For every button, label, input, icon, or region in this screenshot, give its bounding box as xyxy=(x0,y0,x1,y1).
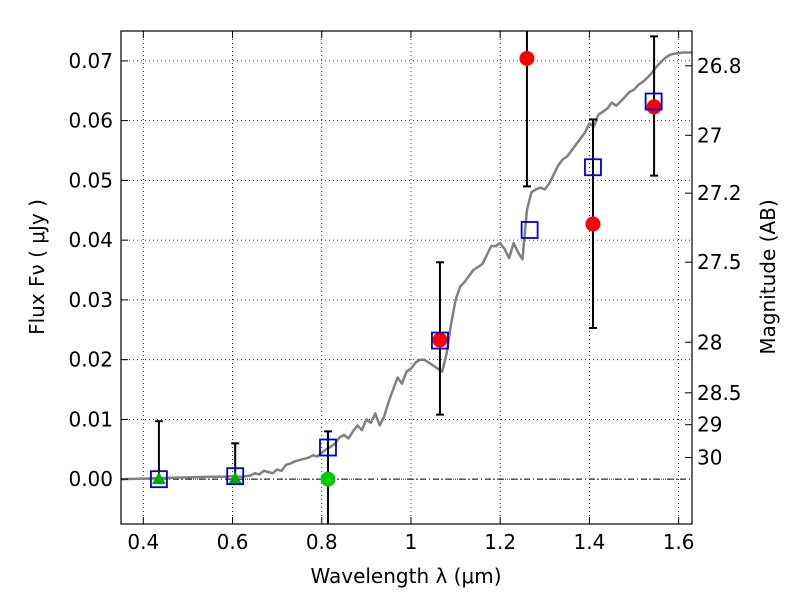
observed-circle-marker xyxy=(646,99,662,115)
mag-tick-label: 26.8 xyxy=(697,54,742,78)
observed-circle-marker xyxy=(432,332,448,348)
model-square-marker xyxy=(319,438,337,457)
error-bars xyxy=(154,31,659,524)
observed-triangle-marker xyxy=(228,472,243,485)
x-axis-title: Wavelength λ (μm) xyxy=(310,564,501,588)
model-square-marker xyxy=(431,331,449,350)
y-tick-label: 0.00 xyxy=(68,467,113,491)
x-tick-label: 1.4 xyxy=(573,530,605,554)
observed-triangle-marker xyxy=(151,472,166,485)
model-square-marker xyxy=(644,92,663,111)
y-axis-title: Flux Fν ( μJy ) xyxy=(25,199,49,335)
mag-tick-label: 27.2 xyxy=(697,181,742,205)
observed-markers xyxy=(151,50,662,487)
template-spectrum-line xyxy=(120,51,692,481)
mag-tick-label: 27.5 xyxy=(697,250,742,274)
mag-tick-label: 27 xyxy=(697,123,722,147)
y-tick-label: 0.01 xyxy=(68,407,113,431)
x-tick-labels: 0.4 0.6 0.8 1 1.2 1.4 1.6 xyxy=(127,530,694,554)
x-tick-label: 0.6 xyxy=(217,530,249,554)
y-tick-labels: 0.00 0.01 0.02 0.03 0.04 0.05 0.06 0.07 xyxy=(68,49,113,491)
y-tick-label: 0.02 xyxy=(68,348,113,372)
mag-tick-label: 28.5 xyxy=(697,381,742,405)
ticks xyxy=(121,31,692,524)
model-square-marker xyxy=(150,470,168,489)
observed-circle-marker xyxy=(320,471,336,487)
y-tick-label: 0.07 xyxy=(68,49,113,73)
y-tick-label: 0.03 xyxy=(68,288,113,312)
x-tick-label: 1.6 xyxy=(663,530,695,554)
mag-tick-label: 28 xyxy=(697,330,722,354)
grid-lines xyxy=(121,31,692,524)
x-tick-label: 0.8 xyxy=(306,530,338,554)
x-tick-label: 1.2 xyxy=(484,530,516,554)
y-tick-label: 0.05 xyxy=(68,168,113,192)
magnitude-tick-labels: 26.8 27 27.2 27.5 28 28.5 29 30 xyxy=(697,54,742,470)
spectrum-path xyxy=(120,51,692,481)
observed-circle-marker xyxy=(519,50,535,66)
model-markers xyxy=(150,92,663,489)
mag-tick-label: 29 xyxy=(697,413,722,437)
model-square-marker xyxy=(584,158,602,177)
x-tick-label: 0.4 xyxy=(127,530,159,554)
y-tick-label: 0.04 xyxy=(68,228,113,252)
model-square-marker xyxy=(520,221,539,239)
plot-frame xyxy=(120,30,693,525)
model-square-marker xyxy=(226,467,245,486)
mag-tick-label: 30 xyxy=(697,445,722,469)
y-tick-label: 0.06 xyxy=(68,109,113,133)
x-tick-label: 1 xyxy=(405,530,418,554)
right-axis-title: Magnitude (AB) xyxy=(756,199,780,354)
observed-circle-marker xyxy=(585,216,601,232)
